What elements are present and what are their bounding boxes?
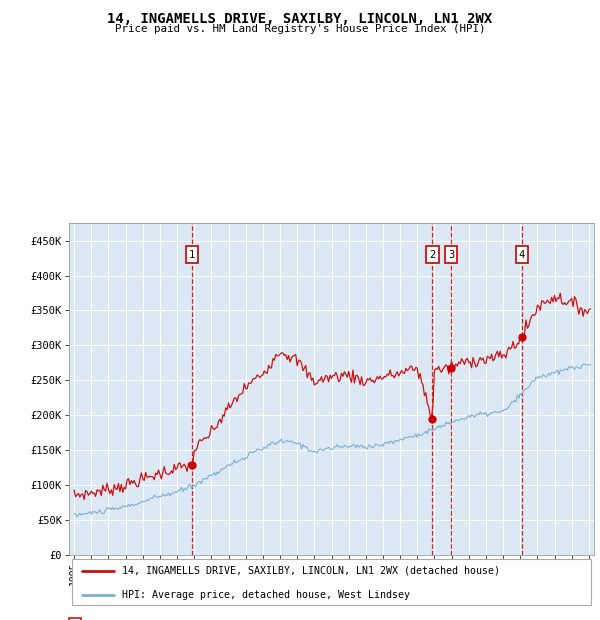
Text: 14, INGAMELLS DRIVE, SAXILBY, LINCOLN, LN1 2WX (detached house): 14, INGAMELLS DRIVE, SAXILBY, LINCOLN, L… [121,566,499,576]
Text: 14, INGAMELLS DRIVE, SAXILBY, LINCOLN, LN1 2WX: 14, INGAMELLS DRIVE, SAXILBY, LINCOLN, L… [107,12,493,27]
Text: 4: 4 [518,250,525,260]
Text: Price paid vs. HM Land Registry's House Price Index (HPI): Price paid vs. HM Land Registry's House … [115,24,485,33]
FancyBboxPatch shape [71,559,592,606]
Text: HPI: Average price, detached house, West Lindsey: HPI: Average price, detached house, West… [121,590,409,600]
Text: 2: 2 [429,250,436,260]
Text: 3: 3 [448,250,454,260]
Text: 1: 1 [189,250,196,260]
